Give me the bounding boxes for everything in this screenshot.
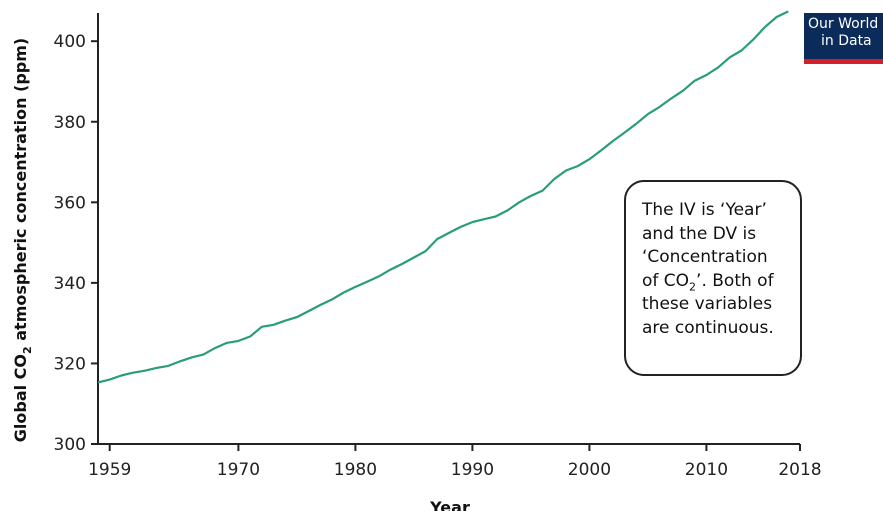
x-tick-label: 2018 (778, 460, 821, 480)
y-axis-title: Global CO2 atmospheric concentration (pp… (11, 38, 34, 442)
annotation-line: of CO2’. Both of (642, 270, 790, 294)
annotation-subscript: 2 (689, 279, 697, 293)
x-tick-label: 2000 (568, 460, 611, 480)
x-tick-label: 1970 (217, 460, 260, 480)
y-tick-label: 360 (54, 193, 86, 213)
x-tick-label: 2010 (685, 460, 728, 480)
annotation-text: of CO (642, 270, 690, 291)
annotation-line: these variables (642, 294, 773, 314)
x-tick-label: 1990 (451, 460, 494, 480)
x-axis-title: Year (429, 498, 470, 511)
x-axis-ticks: 1959 1970 1980 1990 2000 2010 2018 (88, 444, 822, 480)
logo-text-line1: Our World (808, 16, 879, 32)
y-tick-label: 300 (54, 435, 86, 455)
x-tick-label: 1980 (334, 460, 377, 480)
annotation-line: are continuous. (642, 317, 774, 338)
y-tick-label: 400 (54, 32, 86, 52)
co2-series-line (97, 10, 789, 384)
logo-accent-bar (804, 59, 883, 64)
annotation-line: The IV is ‘Year’ (642, 200, 767, 220)
y-axis-ticks: 300 320 340 360 380 400 (54, 32, 98, 455)
logo-text-line2: in Data (821, 33, 872, 49)
y-tick-label: 320 (54, 354, 86, 374)
series-layer (97, 10, 789, 384)
annotation-line: and the DV is (642, 223, 757, 244)
annotation-callout: The IV is ‘Year’ and the DV is ‘Concentr… (624, 180, 802, 376)
x-tick-label: 1959 (88, 460, 131, 480)
annotation-line: ‘Concentration (642, 247, 768, 267)
our-world-in-data-logo[interactable]: Our World in Data (804, 13, 883, 64)
annotation-text: ’. Both of (696, 270, 774, 291)
y-tick-label: 380 (54, 113, 86, 133)
y-tick-label: 340 (54, 274, 86, 294)
svg-text:Global CO2 atmospheric concent: Global CO2 atmospheric concentration (pp… (11, 38, 34, 442)
